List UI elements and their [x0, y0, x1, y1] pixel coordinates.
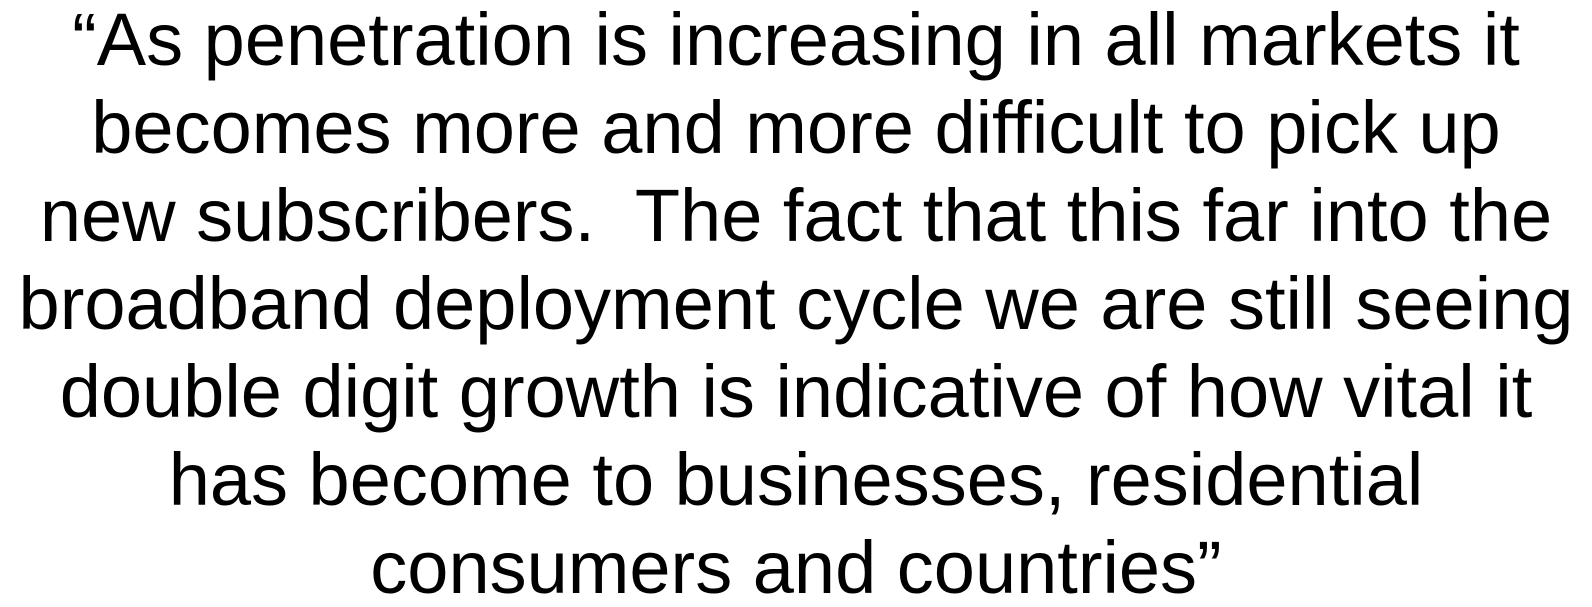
quote-line: broadband deployment cycle we are still …: [19, 262, 1574, 345]
quote-line: becomes more and more difficult to pick …: [91, 86, 1500, 169]
quote-line: new subscribers. The fact that this far …: [40, 174, 1552, 257]
quote-line: consumers and countries”: [370, 526, 1221, 607]
quote-line: double digit growth is indicative of how…: [60, 350, 1533, 433]
quote-line: has become to businesses, residential: [169, 438, 1424, 521]
quote-line: “As penetration is increasing in all mar…: [72, 0, 1520, 81]
